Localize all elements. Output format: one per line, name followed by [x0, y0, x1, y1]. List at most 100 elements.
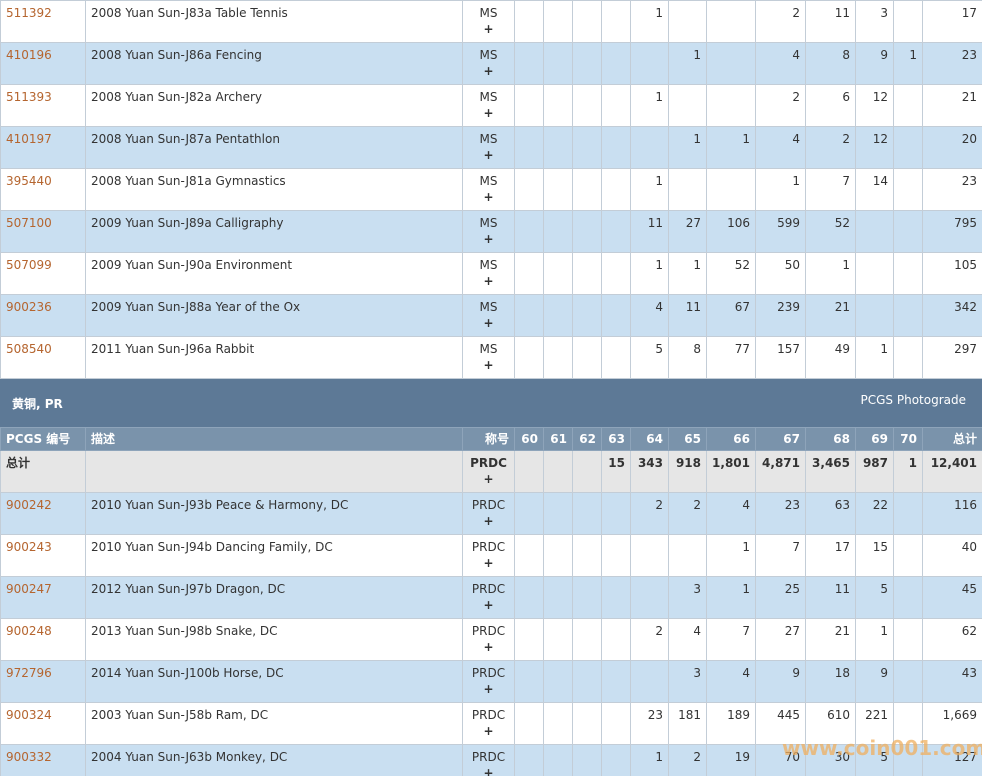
total-row: 总计 PRDC +15 343 918 1,801 4,871 3,465 987 1 12,401 [0, 450, 982, 493]
pcgs-link[interactable]: 900332 [6, 750, 52, 764]
grade-cell: 1,801 [706, 450, 756, 493]
pcgs-link[interactable]: 508540 [6, 342, 52, 356]
grade-cell: 11 [805, 576, 856, 619]
pcgs-link[interactable]: 900242 [6, 498, 52, 512]
plus[interactable]: + [483, 316, 494, 330]
desc-cell: 2003 Yuan Sun-J58b Ram, DC [85, 702, 463, 745]
grade-count: 7 [742, 624, 750, 638]
plus[interactable]: + [483, 556, 494, 570]
grade-cell [572, 618, 602, 661]
pcgs-link[interactable]: 900247 [6, 582, 52, 596]
pcgs-link[interactable]: 511393 [6, 90, 52, 104]
grade-cell: 5 [630, 336, 669, 379]
grade-count: 1 [742, 540, 750, 554]
plus[interactable]: + [483, 232, 494, 246]
pcgs-link[interactable]: 395440 [6, 174, 52, 188]
plus[interactable]: + [483, 640, 494, 654]
plus[interactable]: + [483, 472, 494, 486]
grade-cell: 9 [755, 660, 806, 703]
description: 2014 Yuan Sun-J100b Horse, DC [91, 666, 284, 680]
designation-cell: MS + [462, 210, 515, 253]
grade-cell: 7 [706, 618, 756, 661]
grade-cell: 987 [855, 450, 894, 493]
plus[interactable]: + [483, 358, 494, 372]
grade-cell: 15 [601, 450, 631, 493]
pcgs-link[interactable]: 900236 [6, 300, 52, 314]
plus[interactable]: + [483, 148, 494, 162]
grade-count: 18 [834, 666, 850, 680]
grade-cell: 9 [855, 660, 894, 703]
grade-count: 1 [655, 750, 663, 764]
grade-cell [601, 336, 631, 379]
plus[interactable]: + [483, 724, 494, 738]
grade-cell [893, 168, 923, 211]
pcgs-link[interactable]: 900324 [6, 708, 52, 722]
grade-count: 3 [693, 666, 701, 680]
grade-cell: 1 [668, 252, 707, 295]
grade-count: 918 [675, 456, 701, 470]
total-count: 342 [954, 300, 977, 314]
grade-cell: 21 [805, 618, 856, 661]
photograde-link[interactable]: PCGS Photograde [860, 393, 966, 407]
grade-cell [514, 576, 544, 619]
grade-cell [855, 210, 894, 253]
grade-count: 5 [655, 342, 663, 356]
plus[interactable]: + [483, 682, 494, 696]
total-count: 105 [954, 258, 977, 272]
pcgs-link[interactable]: 511392 [6, 6, 52, 20]
section-title: 黄铜, PR [12, 397, 63, 411]
plus[interactable]: + [483, 106, 494, 120]
header-cell: PCGS 编号 [0, 427, 86, 451]
plus[interactable]: + [483, 22, 494, 36]
plus[interactable]: + [483, 766, 494, 776]
grade-count: 2 [655, 498, 663, 512]
total-count: 43 [961, 666, 977, 680]
data-row: 900247 2012 Yuan Sun-J97b Dragon, DC PRDC +… [0, 576, 982, 619]
data-row: 395440 2008 Yuan Sun-J81a Gymnastics MS +1 1… [0, 168, 982, 211]
grade-cell [514, 0, 544, 43]
grade-count: 23 [784, 498, 800, 512]
total-cell: 17 [922, 0, 982, 43]
pcgs-link[interactable]: 410196 [6, 48, 52, 62]
grade-cell [706, 42, 756, 85]
plus[interactable]: + [483, 190, 494, 204]
pcgs-link[interactable]: 900248 [6, 624, 52, 638]
grade-cell [572, 0, 602, 43]
total-cell: 23 [922, 168, 982, 211]
grade-cell: 27 [755, 618, 806, 661]
plus[interactable]: + [483, 64, 494, 78]
table: PCGS 编号 描述 称号 60 61 62 63 64 65 66 67 68 69 70 总计 总计 PRD… [0, 427, 982, 776]
grade-cell: 2 [755, 0, 806, 43]
grade-count: 1 [693, 48, 701, 62]
data-row: 507099 2009 Yuan Sun-J90a Environment MS +1… [0, 252, 982, 295]
pcgs-link[interactable]: 507099 [6, 258, 52, 272]
total-cell: 23 [922, 42, 982, 85]
header-cell: 61 [543, 427, 573, 451]
grade-count: 1 [655, 174, 663, 188]
grade-cell: 12 [855, 84, 894, 127]
plus[interactable]: + [483, 274, 494, 288]
grade-cell: 1 [893, 42, 923, 85]
grade-cell [893, 126, 923, 169]
pcgs-link[interactable]: 410197 [6, 132, 52, 146]
grade-cell [543, 576, 573, 619]
id-cell: 507099 [0, 252, 86, 295]
grade-count: 4 [693, 624, 701, 638]
grade-cell [601, 84, 631, 127]
watermark: www.coin001.com [782, 736, 982, 760]
grade-cell: 5 [855, 576, 894, 619]
pcgs-link[interactable]: 900243 [6, 540, 52, 554]
grade-count: 7 [842, 174, 850, 188]
id-cell: 410197 [0, 126, 86, 169]
desc-cell [85, 450, 463, 493]
header-cell: 67 [755, 427, 806, 451]
pcgs-link[interactable]: 972796 [6, 666, 52, 680]
total-count: 23 [961, 48, 977, 62]
plus[interactable]: + [483, 514, 494, 528]
pcgs-link[interactable]: 507100 [6, 216, 52, 230]
grade-count: 106 [727, 216, 750, 230]
grade-cell: 4 [706, 492, 756, 535]
header-row: PCGS 编号 描述 称号 60 61 62 63 64 65 66 67 68 69 70 总计 [0, 427, 982, 451]
plus[interactable]: + [483, 598, 494, 612]
grade-cell [572, 42, 602, 85]
